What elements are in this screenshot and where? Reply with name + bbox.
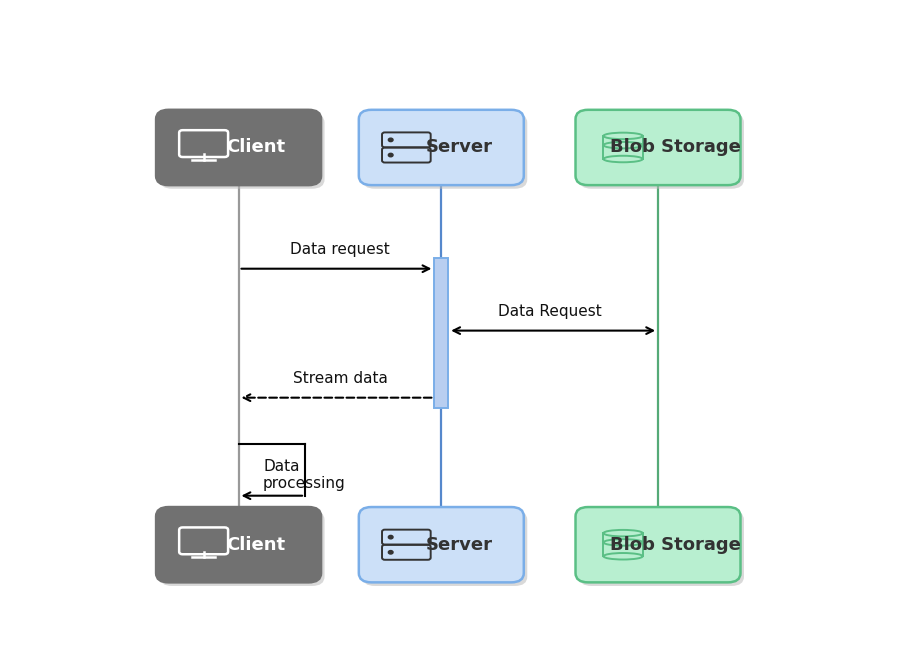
Text: Data
processing: Data processing <box>263 459 345 491</box>
Circle shape <box>389 551 393 554</box>
Text: Blob Storage: Blob Storage <box>610 536 741 553</box>
FancyBboxPatch shape <box>160 113 325 189</box>
Text: Data request: Data request <box>290 243 390 257</box>
FancyBboxPatch shape <box>435 259 448 408</box>
Text: Server: Server <box>425 139 492 157</box>
FancyBboxPatch shape <box>156 507 321 582</box>
Text: Client: Client <box>226 536 286 553</box>
Circle shape <box>389 153 393 157</box>
Circle shape <box>389 138 393 141</box>
FancyBboxPatch shape <box>156 110 321 185</box>
FancyBboxPatch shape <box>579 511 744 586</box>
Text: Client: Client <box>226 139 286 157</box>
FancyBboxPatch shape <box>575 507 741 582</box>
FancyBboxPatch shape <box>579 113 744 189</box>
FancyBboxPatch shape <box>160 511 325 586</box>
Circle shape <box>389 535 393 539</box>
Text: Server: Server <box>425 536 492 553</box>
FancyBboxPatch shape <box>363 113 528 189</box>
Text: Stream data: Stream data <box>292 371 387 387</box>
FancyBboxPatch shape <box>363 511 528 586</box>
FancyBboxPatch shape <box>575 110 741 185</box>
Text: Data Request: Data Request <box>498 304 602 320</box>
FancyBboxPatch shape <box>359 110 524 185</box>
FancyBboxPatch shape <box>359 507 524 582</box>
Text: Blob Storage: Blob Storage <box>610 139 741 157</box>
